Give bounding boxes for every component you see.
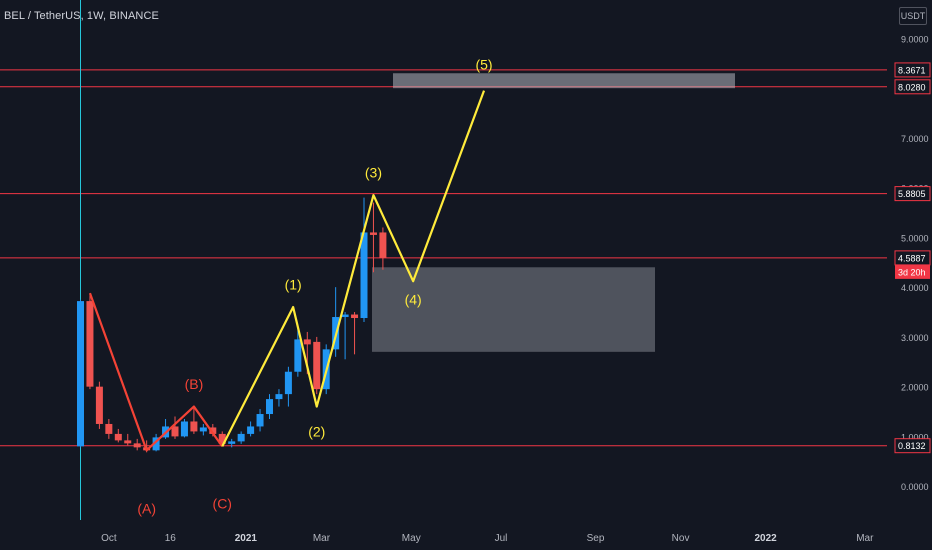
candle[interactable] <box>95 381 103 429</box>
candle[interactable] <box>124 433 132 446</box>
y-tick-label: 2.0000 <box>901 383 929 393</box>
impulse-wave-label: (4) <box>405 292 422 308</box>
candle[interactable] <box>369 202 377 273</box>
candle[interactable] <box>341 312 349 360</box>
candle[interactable] <box>237 431 245 444</box>
candle-body <box>199 427 207 432</box>
x-tick-label: Mar <box>856 533 874 544</box>
currency-unit-button[interactable]: USDT <box>899 7 927 25</box>
y-tick-label: 4.0000 <box>901 283 929 293</box>
correction-wave-label: (B) <box>185 376 204 392</box>
candle-body <box>180 421 188 437</box>
correction-wave-line[interactable] <box>88 292 224 452</box>
candle[interactable] <box>133 438 141 451</box>
candle-body <box>86 301 94 387</box>
candle[interactable] <box>114 428 122 443</box>
y-tick-label: 5.0000 <box>901 233 929 243</box>
impulse-wave-line[interactable] <box>221 90 486 447</box>
level-price-label: 4.5887 <box>898 253 926 263</box>
candle-body <box>124 440 132 444</box>
impulse-wave-label: (3) <box>365 165 382 181</box>
impulse-wave-label: (5) <box>475 56 492 72</box>
candle[interactable] <box>266 394 273 419</box>
candle[interactable] <box>171 416 179 439</box>
candle-body <box>218 433 226 444</box>
candle-body <box>77 301 84 447</box>
candle[interactable] <box>313 336 321 395</box>
level-price-label: 0.8132 <box>898 441 926 451</box>
candle-body <box>313 341 321 390</box>
candle-body <box>95 386 103 424</box>
candle-body <box>152 437 160 451</box>
impulse-wave-label: (2) <box>308 423 325 439</box>
candle-body <box>369 232 377 235</box>
candle-body <box>303 339 311 345</box>
target-zone-rectangle[interactable] <box>393 73 735 89</box>
candle-body <box>114 433 122 441</box>
correction-wave-label: (A) <box>137 501 156 517</box>
x-tick-label: 16 <box>165 533 177 544</box>
y-tick-label: 1.0000 <box>901 432 929 442</box>
x-tick-label: 2022 <box>755 533 778 544</box>
x-tick-label: Nov <box>672 533 690 544</box>
support-zone-rectangle[interactable] <box>372 267 655 352</box>
y-tick-label: 7.0000 <box>901 134 929 144</box>
candle[interactable] <box>284 366 292 407</box>
candle-body <box>228 441 236 444</box>
candle[interactable] <box>86 294 94 390</box>
level-price-badge <box>894 79 931 95</box>
candle-body <box>171 426 179 437</box>
x-tick-label: Sep <box>587 533 605 544</box>
candle[interactable] <box>256 409 264 432</box>
level-price-label: 5.8805 <box>898 189 926 199</box>
candle-body <box>360 232 368 319</box>
candle[interactable] <box>275 389 283 407</box>
candle[interactable] <box>218 431 226 447</box>
candle-body <box>351 314 359 319</box>
candle-body <box>294 339 302 372</box>
candle-body <box>284 371 292 395</box>
candle[interactable] <box>105 418 113 439</box>
y-tick-label: 0.0000 <box>901 482 929 492</box>
candle-body <box>266 399 273 415</box>
candle[interactable] <box>228 438 236 448</box>
candle[interactable] <box>180 418 188 438</box>
level-price-label: 8.0280 <box>898 82 926 92</box>
symbol-title[interactable]: BEL / TetherUS, 1W, BINANCE <box>4 10 159 22</box>
candle-body <box>275 394 283 400</box>
x-tick-label: 2021 <box>235 533 258 544</box>
candle[interactable] <box>77 299 84 448</box>
bar-countdown-badge <box>895 264 930 279</box>
level-price-badge <box>894 438 931 454</box>
candle[interactable] <box>294 326 302 377</box>
x-tick-label: Jul <box>495 533 508 544</box>
candle-body <box>209 427 217 434</box>
candle[interactable] <box>379 227 387 270</box>
candle-body <box>133 443 141 448</box>
bar-countdown-label: 3d 20h <box>898 267 926 277</box>
candle-body <box>256 414 264 427</box>
level-price-label: 8.3671 <box>898 65 926 75</box>
candle-body <box>237 433 245 442</box>
x-tick-label: Oct <box>101 533 117 544</box>
candle[interactable] <box>360 197 368 322</box>
y-tick-label: 9.0000 <box>901 34 929 44</box>
candle-body <box>105 423 113 434</box>
correction-wave-label: (C) <box>213 496 232 512</box>
candle-body <box>247 426 255 434</box>
x-tick-label: May <box>402 533 421 544</box>
candle-body <box>341 314 349 318</box>
impulse-wave-label: (1) <box>285 277 302 293</box>
candle[interactable] <box>199 423 207 436</box>
candle[interactable] <box>351 312 359 355</box>
candle-body <box>190 421 198 432</box>
candle[interactable] <box>190 406 198 434</box>
candle[interactable] <box>247 421 255 437</box>
level-price-badge <box>894 62 931 78</box>
y-tick-label: 3.0000 <box>901 333 929 343</box>
candle-body <box>379 232 387 258</box>
level-price-badge <box>894 186 931 202</box>
x-tick-label: Mar <box>313 533 331 544</box>
